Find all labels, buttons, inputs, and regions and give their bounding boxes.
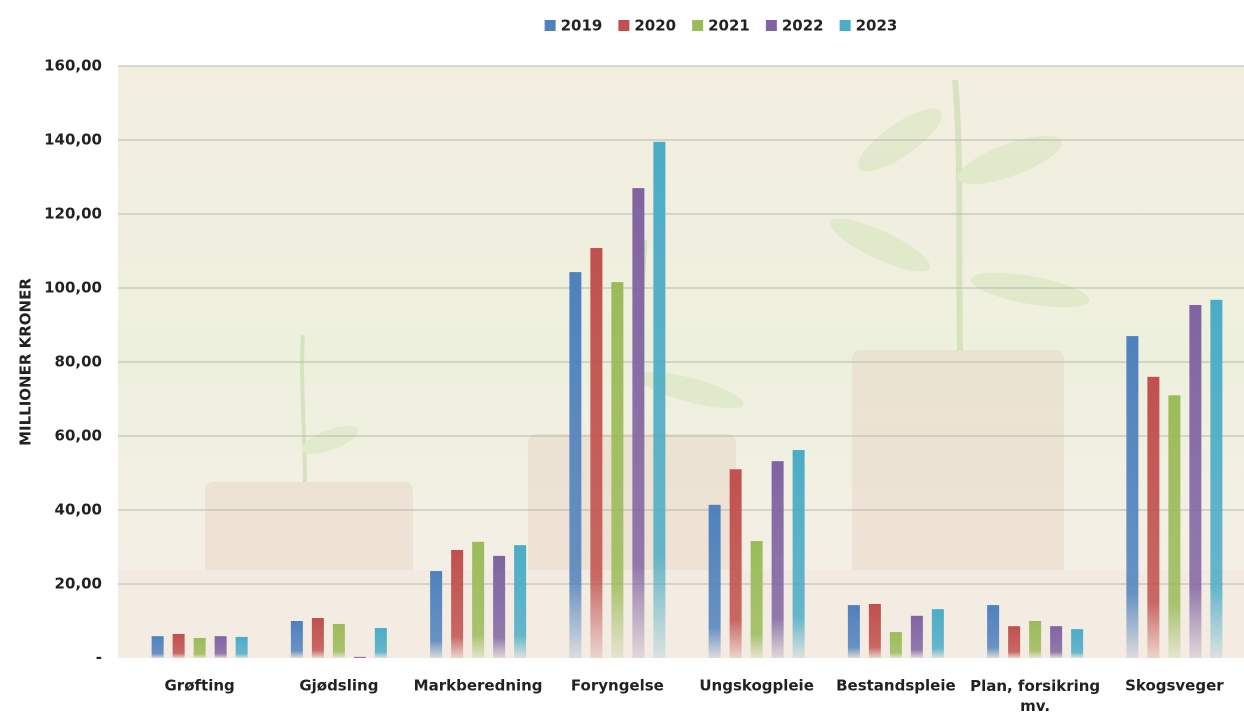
bar [730,469,742,658]
bar [291,621,303,658]
bar [848,605,860,658]
y-tick-label: - [96,649,102,667]
legend-swatch [840,20,851,31]
legend-label: 2023 [856,17,898,35]
bar [569,272,581,658]
bar [1029,621,1041,658]
bar [451,550,463,658]
bar [751,541,763,658]
x-tick-label: Bestandspleie [836,677,956,695]
chart: MILLIONER KRONER - 20,00 40,00 60,00 80,00 10… [0,0,1244,716]
bar [911,616,923,658]
bar [1189,305,1201,658]
legend-swatch [692,20,703,31]
bar [194,638,206,658]
bar [1050,626,1062,658]
x-tick-label: Grøfting [164,677,234,695]
bar [611,282,623,658]
bar [1126,336,1138,658]
legend-swatch [766,20,777,31]
bar [493,556,505,658]
bar [709,505,721,658]
bar [152,636,164,658]
x-tick-label: Ungskogpleie [699,677,814,695]
y-tick-label: 100,00 [44,279,102,297]
bar [1071,629,1083,658]
y-tick-label: 60,00 [55,427,102,445]
y-tick-label: 140,00 [44,131,102,149]
bar [472,542,484,658]
x-tick-label: Markberedning [414,677,543,695]
bar [653,142,665,658]
bar [869,604,881,658]
y-tick-label: 160,00 [44,57,102,75]
bar [890,632,902,658]
x-tick-label: Skogsveger [1125,677,1224,695]
y-axis-title: MILLIONER KRONER [17,278,35,446]
bar [987,605,999,658]
legend-label: 2019 [561,17,603,35]
bar [312,618,324,658]
bar [333,624,345,658]
legend-swatch [545,20,556,31]
legend-label: 2020 [634,17,676,35]
y-tick-label: 20,00 [55,575,102,593]
bar [430,571,442,658]
bar [215,636,227,658]
bar [772,461,784,658]
bar [1147,377,1159,658]
bar [514,545,526,658]
bar [354,657,366,658]
x-tick-label: Gjødsling [299,677,378,695]
bar [793,450,805,658]
bar [173,634,185,658]
bar [1008,626,1020,658]
x-tick-label: Foryngelse [571,677,664,695]
y-tick-label: 120,00 [44,205,102,223]
bar [236,637,248,658]
bar [1210,300,1222,658]
bar [375,628,387,658]
bar [1168,395,1180,658]
bar [590,248,602,658]
legend-swatch [618,20,629,31]
legend-label: 2021 [708,17,750,35]
y-tick-label: 40,00 [55,501,102,519]
bar [632,188,644,658]
bar [932,609,944,658]
legend-label: 2022 [782,17,824,35]
y-tick-label: 80,00 [55,353,102,371]
legend: 2019 2020 2021 2022 2023 [545,17,898,35]
